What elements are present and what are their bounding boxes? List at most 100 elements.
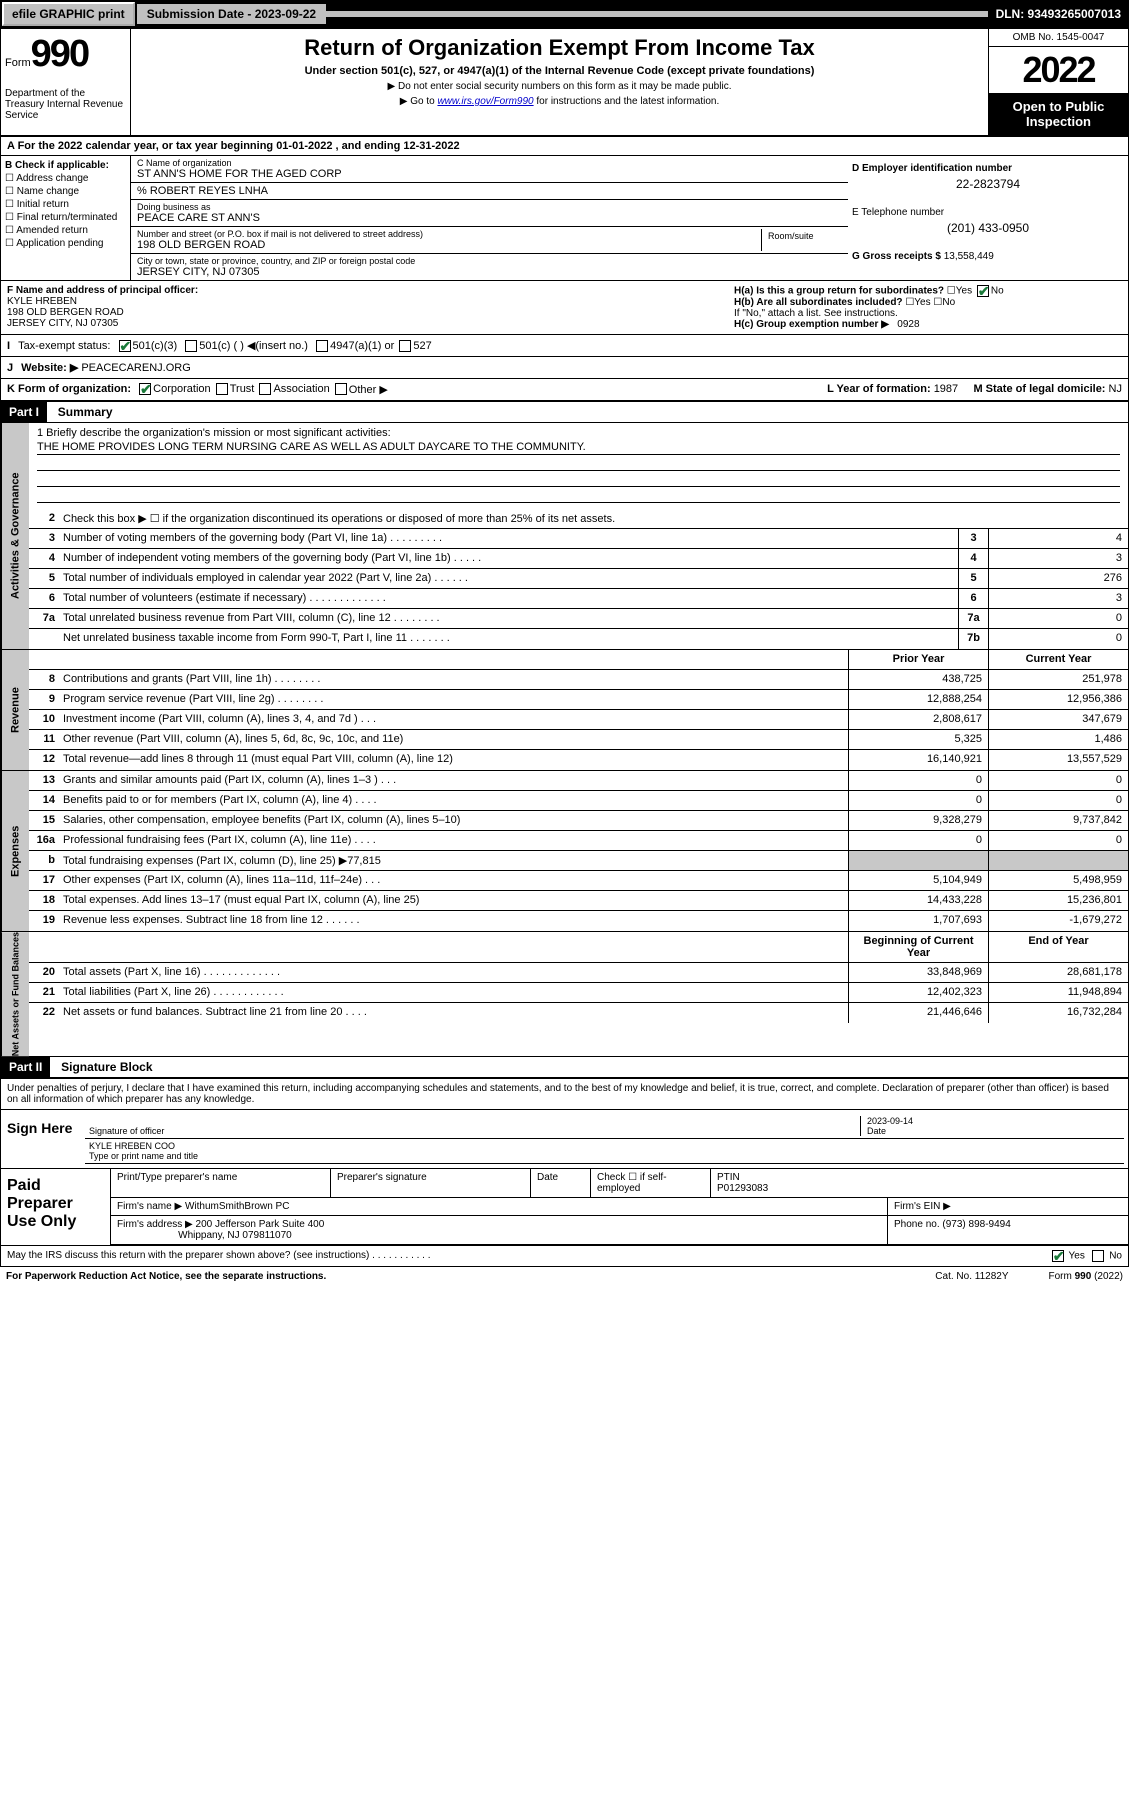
part-i-title: Summary <box>50 402 121 422</box>
col-b-label: B Check if applicable: <box>5 160 126 171</box>
vtab-revenue: Revenue <box>1 650 29 770</box>
summary-line: 15Salaries, other compensation, employee… <box>29 811 1128 831</box>
officer-addr2: JERSEY CITY, NJ 07305 <box>7 318 118 329</box>
chk-application-pending[interactable]: ☐ Application pending <box>5 238 126 249</box>
col-current-year: Current Year <box>988 650 1128 669</box>
mission-text: THE HOME PROVIDES LONG TERM NURSING CARE… <box>37 441 1120 455</box>
summary-line: 22Net assets or fund balances. Subtract … <box>29 1003 1128 1023</box>
officer-name: KYLE HREBEN <box>7 296 77 307</box>
discuss-yes-checkbox[interactable] <box>1052 1250 1064 1262</box>
part-i-badge: Part I <box>1 402 47 422</box>
form-subtitle: Under section 501(c), 527, or 4947(a)(1)… <box>137 65 982 77</box>
year-formation-label: L Year of formation: <box>827 383 931 395</box>
cat-no: Cat. No. 11282Y <box>935 1271 1008 1282</box>
irs-link[interactable]: www.irs.gov/Form990 <box>437 96 533 107</box>
chk-final-return[interactable]: ☐ Final return/terminated <box>5 212 126 223</box>
org-name-label: C Name of organization <box>137 158 842 168</box>
summary-line: 13Grants and similar amounts paid (Part … <box>29 771 1128 791</box>
col-end-year: End of Year <box>988 932 1128 962</box>
chk-501c3[interactable] <box>119 340 131 352</box>
mission-label: 1 Briefly describe the organization's mi… <box>37 427 1120 439</box>
summary-line: 12Total revenue—add lines 8 through 11 (… <box>29 750 1128 770</box>
summary-line: 18Total expenses. Add lines 13–17 (must … <box>29 891 1128 911</box>
org-name: ST ANN'S HOME FOR THE AGED CORP <box>137 168 842 180</box>
efile-print-button[interactable]: efile GRAPHIC print <box>2 2 135 26</box>
col-prior-year: Prior Year <box>848 650 988 669</box>
summary-line: 4Number of independent voting members of… <box>29 549 1128 569</box>
title-box: Return of Organization Exempt From Incom… <box>131 29 988 135</box>
firm-phone-label: Phone no. <box>894 1219 940 1230</box>
hc-label: H(c) Group exemption number ▶ <box>734 319 889 330</box>
ha-no-checkbox[interactable] <box>977 285 989 297</box>
form-number-box: Form990 Department of the Treasury Inter… <box>1 29 131 135</box>
summary-line: 16aProfessional fundraising fees (Part I… <box>29 831 1128 851</box>
vtab-activities: Activities & Governance <box>1 423 29 649</box>
note-pre: ▶ Go to <box>400 96 438 107</box>
summary-line: 10Investment income (Part VIII, column (… <box>29 710 1128 730</box>
ein: 22-2823794 <box>852 177 1124 191</box>
perjury-declaration: Under penalties of perjury, I declare th… <box>1 1079 1128 1109</box>
col-b-checkboxes: B Check if applicable: ☐ Address change … <box>1 156 131 280</box>
note-post: for instructions and the latest informat… <box>534 96 720 107</box>
row-i: I Tax-exempt status: 501(c)(3) 501(c) ( … <box>1 335 1128 357</box>
form-number: 990 <box>31 33 88 75</box>
summary-line: 5Total number of individuals employed in… <box>29 569 1128 589</box>
summary-line: 17Other expenses (Part IX, column (A), l… <box>29 871 1128 891</box>
chk-other[interactable] <box>335 383 347 395</box>
year-box: OMB No. 1545-0047 2022 Open to Public In… <box>988 29 1128 135</box>
chk-initial-return[interactable]: ☐ Initial return <box>5 199 126 210</box>
care-of: % ROBERT REYES LNHA <box>137 185 842 197</box>
chk-501c[interactable] <box>185 340 197 352</box>
gross-receipts-label: G Gross receipts $ <box>852 251 941 262</box>
chk-association[interactable] <box>259 383 271 395</box>
summary-line: 19Revenue less expenses. Subtract line 1… <box>29 911 1128 931</box>
row-f-h: F Name and address of principal officer:… <box>1 281 1128 335</box>
firm-addr-label: Firm's address ▶ <box>117 1219 193 1230</box>
form-ref: Form 990 (2022) <box>1049 1271 1124 1282</box>
chk-527[interactable] <box>399 340 411 352</box>
chk-address-change[interactable]: ☐ Address change <box>5 173 126 184</box>
summary-line: 8Contributions and grants (Part VIII, li… <box>29 670 1128 690</box>
pra-notice: For Paperwork Reduction Act Notice, see … <box>6 1271 895 1282</box>
dln: DLN: 93493265007013 <box>988 3 1129 25</box>
domicile: NJ <box>1109 383 1122 395</box>
chk-corporation[interactable] <box>139 383 151 395</box>
sig-name-label: Type or print name and title <box>89 1151 198 1161</box>
tax-exempt-label: Tax-exempt status: <box>18 340 110 352</box>
tax-year: 2022 <box>989 47 1128 93</box>
hc-val: 0928 <box>897 319 919 330</box>
chk-4947[interactable] <box>316 340 328 352</box>
col-d-ein-phone: D Employer identification number 22-2823… <box>848 156 1128 280</box>
website-label: Website: ▶ <box>21 361 78 374</box>
chk-amended-return[interactable]: ☐ Amended return <box>5 225 126 236</box>
row-k: K Form of organization: Corporation Trus… <box>1 379 1128 402</box>
summary-line: 21Total liabilities (Part X, line 26) . … <box>29 983 1128 1003</box>
entity-block: B Check if applicable: ☐ Address change … <box>1 156 1128 281</box>
sig-date-label: Date <box>867 1126 886 1136</box>
sign-here-label: Sign Here <box>1 1110 81 1168</box>
summary-line: 9Program service revenue (Part VIII, lin… <box>29 690 1128 710</box>
hb-label: H(b) Are all subordinates included? <box>734 297 903 308</box>
part-i-header: Part I Summary <box>1 402 1128 423</box>
instructions-link-row: ▶ Go to www.irs.gov/Form990 for instruct… <box>137 96 982 107</box>
principal-officer-label: F Name and address of principal officer: <box>7 285 198 296</box>
firm-name: WithumSmithBrown PC <box>185 1201 289 1212</box>
prep-name-label: Print/Type preparer's name <box>111 1169 331 1197</box>
discuss-question: May the IRS discuss this return with the… <box>7 1250 1050 1262</box>
room-label: Room/suite <box>768 231 836 241</box>
prep-self-employed: Check ☐ if self-employed <box>591 1169 711 1197</box>
sig-officer-label: Signature of officer <box>89 1126 164 1136</box>
summary-line: 6Total number of volunteers (estimate if… <box>29 589 1128 609</box>
discuss-no-checkbox[interactable] <box>1092 1250 1104 1262</box>
ssn-warning: ▶ Do not enter social security numbers o… <box>137 81 982 92</box>
part-ii-header: Part II Signature Block <box>1 1057 1128 1077</box>
chk-trust[interactable] <box>216 383 228 395</box>
ha-no: No <box>991 286 1004 297</box>
vtab-net-assets: Net Assets or Fund Balances <box>1 932 29 1056</box>
col-beginning-year: Beginning of Current Year <box>848 932 988 962</box>
line-2: Check this box ▶ ☐ if the organization d… <box>59 509 1128 528</box>
firm-name-label: Firm's name ▶ <box>117 1201 182 1212</box>
prep-date-label: Date <box>531 1169 591 1197</box>
ein-label: D Employer identification number <box>852 163 1124 174</box>
chk-name-change[interactable]: ☐ Name change <box>5 186 126 197</box>
